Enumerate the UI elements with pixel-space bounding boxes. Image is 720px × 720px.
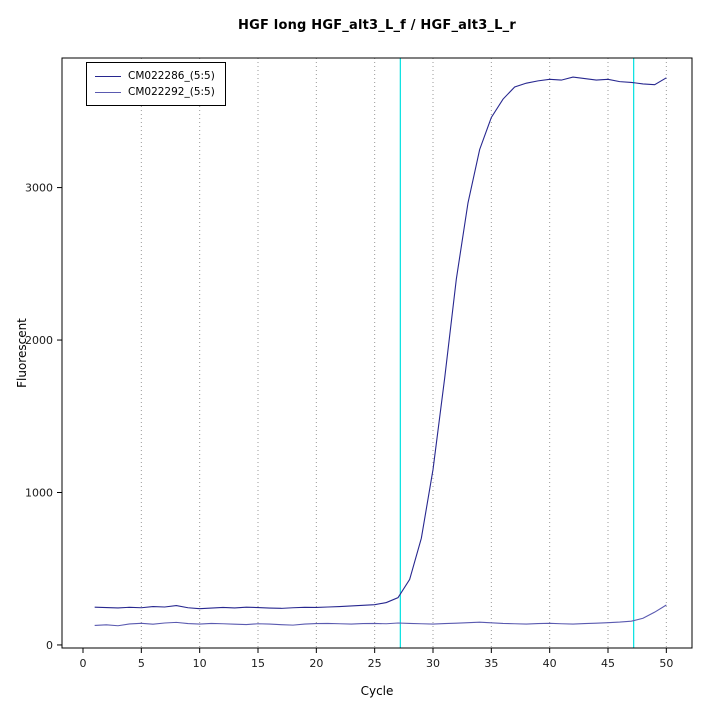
legend-line-sample [95,75,121,77]
chart-title: HGF long HGF_alt3_L_f / HGF_alt3_L_r [238,18,516,33]
svg-text:30: 30 [426,657,440,670]
legend-line-sample [95,91,121,93]
svg-text:5: 5 [138,657,145,670]
svg-text:25: 25 [368,657,382,670]
legend: CM022286_(5:5) CM022292_(5:5) [86,62,226,106]
y-axis-label: Fluorescent [15,318,29,388]
x-axis-label: Cycle [360,684,394,698]
svg-text:10: 10 [193,657,207,670]
svg-text:40: 40 [543,657,557,670]
svg-text:35: 35 [484,657,498,670]
svg-text:0: 0 [80,657,87,670]
legend-label: CM022292_(5:5) [128,86,215,98]
svg-text:15: 15 [251,657,265,670]
svg-text:3000: 3000 [25,182,53,195]
legend-label: CM022286_(5:5) [128,70,215,82]
svg-text:45: 45 [601,657,615,670]
svg-text:2000: 2000 [25,334,53,347]
legend-item: CM022286_(5:5) [95,68,215,84]
svg-text:1000: 1000 [25,486,53,499]
svg-text:0: 0 [46,639,53,652]
svg-text:50: 50 [659,657,673,670]
legend-item: CM022292_(5:5) [95,84,215,100]
svg-text:20: 20 [309,657,323,670]
